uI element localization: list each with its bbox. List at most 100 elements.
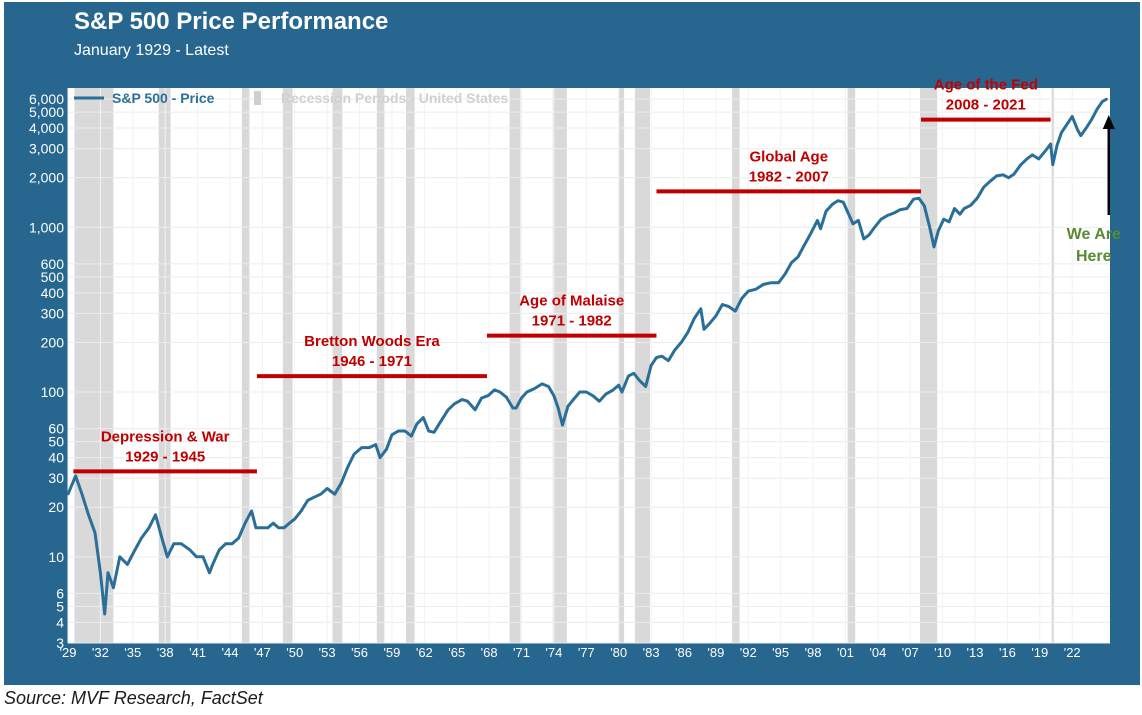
series-point-129 xyxy=(857,219,859,221)
series-point-152 xyxy=(989,180,991,182)
source-note: Source: MVF Research, FactSet xyxy=(4,688,263,709)
y-tick-label-1: 4 xyxy=(56,614,64,630)
series-point-130 xyxy=(863,238,865,240)
series-point-92 xyxy=(633,372,635,374)
series-point-125 xyxy=(837,199,839,201)
series-point-22 xyxy=(208,572,210,574)
y-tick-label-7: 40 xyxy=(48,450,64,466)
series-point-98 xyxy=(667,359,669,361)
series-point-63 xyxy=(461,398,463,400)
series-point-70 xyxy=(505,396,507,398)
recession-band-7 xyxy=(510,88,521,643)
series-point-141 xyxy=(928,226,930,228)
series-point-32 xyxy=(267,527,269,529)
series-point-150 xyxy=(976,197,978,199)
era-label-3: Global Age xyxy=(749,148,828,165)
recession-band-12 xyxy=(848,88,856,643)
series-point-142 xyxy=(933,246,935,248)
series-point-9 xyxy=(119,556,121,558)
series-point-51 xyxy=(385,448,387,450)
x-tick-label-25: '04 xyxy=(869,645,886,660)
series-point-64 xyxy=(466,400,468,402)
series-point-56 xyxy=(416,423,418,425)
series-point-100 xyxy=(680,341,682,343)
series-point-85 xyxy=(592,395,594,397)
series-point-127 xyxy=(847,213,849,215)
series-point-107 xyxy=(721,303,723,305)
series-point-74 xyxy=(526,391,528,393)
x-tick-label-7: '50 xyxy=(286,645,303,660)
series-point-47 xyxy=(361,446,363,448)
x-tick-label-1: '32 xyxy=(92,645,109,660)
legend-label-price: S&P 500 - Price xyxy=(112,90,215,106)
series-point-123 xyxy=(825,210,827,212)
series-point-53 xyxy=(397,430,399,432)
series-point-158 xyxy=(1026,158,1028,160)
series-point-101 xyxy=(687,331,689,333)
series-point-153 xyxy=(995,175,997,177)
series-point-23 xyxy=(211,563,213,565)
series-point-166 xyxy=(1066,123,1068,125)
series-point-164 xyxy=(1056,144,1058,146)
series-point-79 xyxy=(557,407,559,409)
series-point-11 xyxy=(134,549,136,551)
series-point-114 xyxy=(770,282,772,284)
y-tick-label-16: 1,000 xyxy=(29,219,64,235)
series-point-99 xyxy=(674,349,676,351)
series-point-75 xyxy=(533,387,535,389)
series-point-67 xyxy=(487,395,489,397)
x-tick-label-21: '92 xyxy=(740,645,757,660)
series-point-126 xyxy=(842,201,844,203)
series-point-134 xyxy=(886,214,888,216)
series-point-62 xyxy=(453,402,455,404)
series-point-135 xyxy=(893,212,895,214)
recession-band-14 xyxy=(1052,88,1054,643)
x-tick-label-3: '38 xyxy=(157,645,174,660)
series-point-49 xyxy=(375,443,377,445)
era-years-2: 1971 - 1982 xyxy=(532,313,612,330)
legend-band-swatch xyxy=(254,91,261,105)
series-point-45 xyxy=(346,466,348,468)
x-tick-label-5: '44 xyxy=(221,645,238,660)
series-point-163 xyxy=(1052,163,1054,165)
series-point-117 xyxy=(790,261,792,263)
x-tick-label-28: '13 xyxy=(967,645,984,660)
series-point-109 xyxy=(734,310,736,312)
series-point-10 xyxy=(126,563,128,565)
series-point-148 xyxy=(963,207,965,209)
series-point-159 xyxy=(1031,154,1033,156)
y-tick-label-18: 3,000 xyxy=(29,141,64,157)
series-point-139 xyxy=(918,197,920,199)
x-tick-label-29: '16 xyxy=(999,645,1016,660)
series-point-81 xyxy=(567,405,569,407)
series-point-145 xyxy=(948,221,950,223)
y-tick-label-9: 60 xyxy=(48,421,64,437)
series-point-128 xyxy=(852,223,854,225)
series-point-162 xyxy=(1049,143,1051,145)
series-point-112 xyxy=(755,288,757,290)
series-point-68 xyxy=(493,389,495,391)
x-tick-label-9: '56 xyxy=(351,645,368,660)
series-point-30 xyxy=(255,527,257,529)
y-tick-label-5: 20 xyxy=(48,499,64,515)
series-point-28 xyxy=(244,522,246,524)
series-point-132 xyxy=(873,226,875,228)
x-tick-label-14: '71 xyxy=(513,645,530,660)
era-years-3: 1982 - 2007 xyxy=(749,168,829,185)
series-point-14 xyxy=(154,514,156,516)
x-tick-label-18: '83 xyxy=(643,645,660,660)
series-point-72 xyxy=(515,407,517,409)
x-tick-label-10: '59 xyxy=(383,645,400,660)
y-tick-label-11: 200 xyxy=(41,334,65,350)
x-tick-label-30: '19 xyxy=(1031,645,1048,660)
series-point-19 xyxy=(189,549,191,551)
x-tick-label-22: '95 xyxy=(772,645,789,660)
series-point-57 xyxy=(422,416,424,418)
series-point-16 xyxy=(166,556,168,558)
series-point-78 xyxy=(553,395,555,397)
series-point-140 xyxy=(923,205,925,207)
series-point-110 xyxy=(741,297,743,299)
series-point-108 xyxy=(728,305,730,307)
series-point-173 xyxy=(1101,100,1103,102)
series-point-4 xyxy=(94,532,96,534)
